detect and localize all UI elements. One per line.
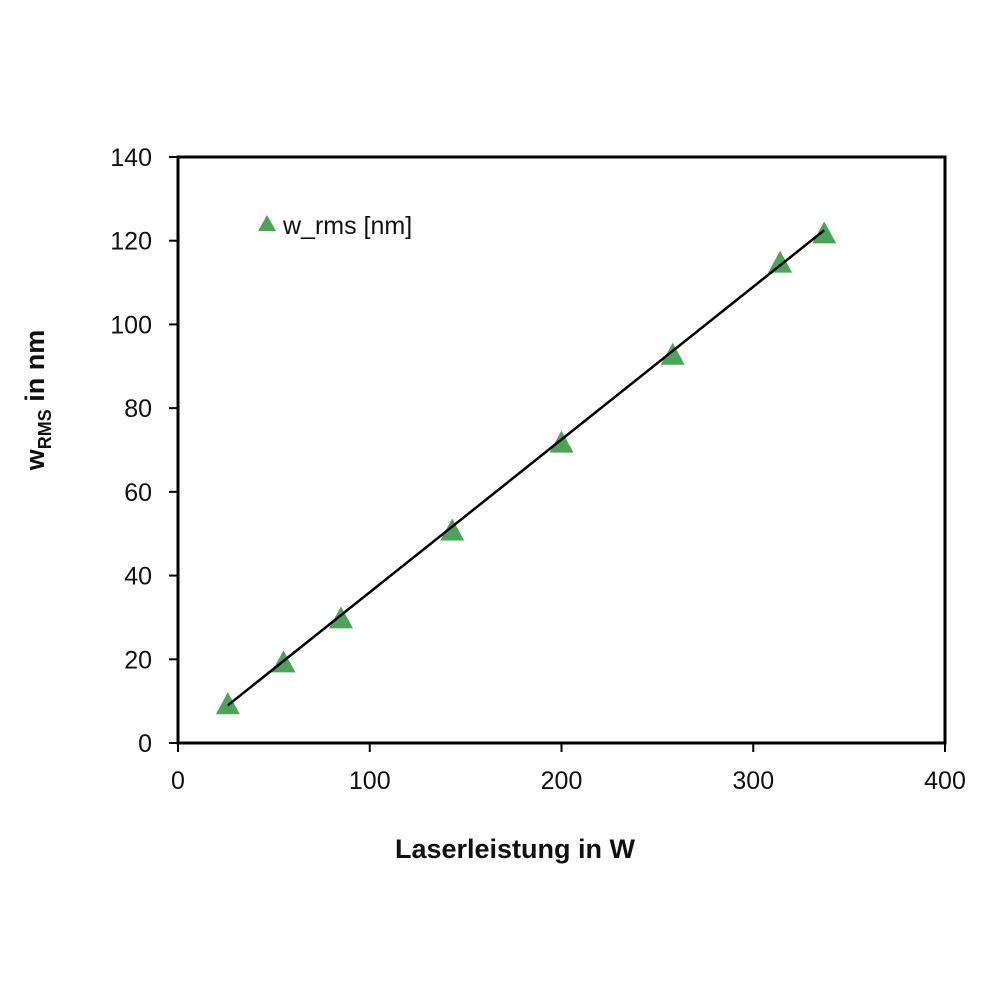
fit-line xyxy=(227,229,825,707)
data-point xyxy=(768,250,793,273)
y-tick-label: 40 xyxy=(124,563,152,591)
y-tick-label: 0 xyxy=(138,730,152,758)
y-tick-label: 100 xyxy=(110,311,152,339)
x-tick-label: 300 xyxy=(732,767,774,795)
data-point xyxy=(549,430,574,453)
x-tick-label: 0 xyxy=(171,767,185,795)
legend-label: w_rms [nm] xyxy=(282,212,412,240)
y-axis-title: wRMS in nm xyxy=(20,330,55,472)
x-tick-label: 200 xyxy=(541,767,583,795)
marks-layer xyxy=(215,221,837,715)
y-axis-title-suffix: in nm xyxy=(20,330,50,410)
y-tick-label: 140 xyxy=(110,144,152,172)
data-point xyxy=(440,518,465,541)
ticks-layer: 0 100 200 300 400 0 20 40 60 80 100 120 140 xyxy=(110,144,966,795)
y-tick-label: 20 xyxy=(124,646,152,674)
x-axis-title: Laserleistung in W xyxy=(395,834,636,864)
x-tick-label: 400 xyxy=(924,767,966,795)
y-axis-title-subscript: RMS xyxy=(35,409,55,449)
legend: w_rms [nm] xyxy=(258,212,412,240)
data-point xyxy=(660,342,685,365)
y-tick-label: 120 xyxy=(110,228,152,256)
data-point xyxy=(215,692,240,715)
svg-text:wRMS in nm: wRMS in nm xyxy=(20,330,55,472)
y-tick-label: 60 xyxy=(124,479,152,507)
x-tick-label: 100 xyxy=(349,767,391,795)
data-point xyxy=(812,221,837,244)
legend-triangle-marker xyxy=(258,215,276,231)
data-point xyxy=(328,606,353,629)
y-axis-title-main: w xyxy=(20,448,50,471)
y-tick-label: 80 xyxy=(124,395,152,423)
